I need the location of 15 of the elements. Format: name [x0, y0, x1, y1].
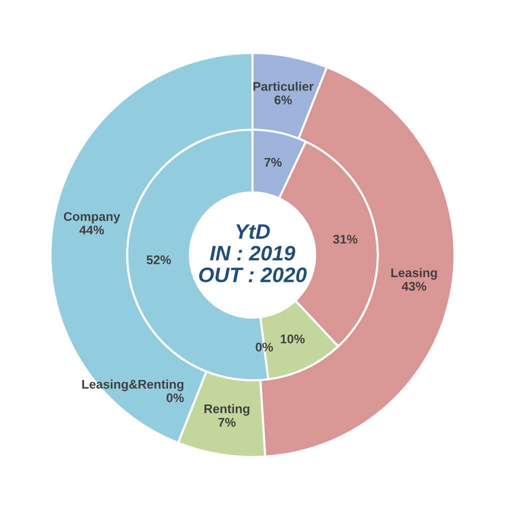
- slice-label: Leasing: [391, 268, 437, 280]
- data-label: 6%: [274, 96, 292, 104]
- text: 0%: [166, 393, 184, 402]
- text: YtD IN : 2019 OUT : 2020: [199, 224, 307, 282]
- data-label: 10%: [280, 334, 305, 344]
- slice-label: Company: [64, 212, 120, 224]
- data-label: 7%: [218, 418, 236, 427]
- data-label: 43%: [402, 282, 426, 291]
- data-label: 31%: [333, 234, 358, 244]
- data-label: 7%: [264, 158, 282, 167]
- slice-label: Renting: [204, 404, 250, 416]
- text: 0%: [256, 342, 273, 352]
- slice-label: Particulier: [253, 82, 314, 91]
- data-label: 52%: [146, 255, 171, 264]
- data-label: 44%: [79, 226, 104, 234]
